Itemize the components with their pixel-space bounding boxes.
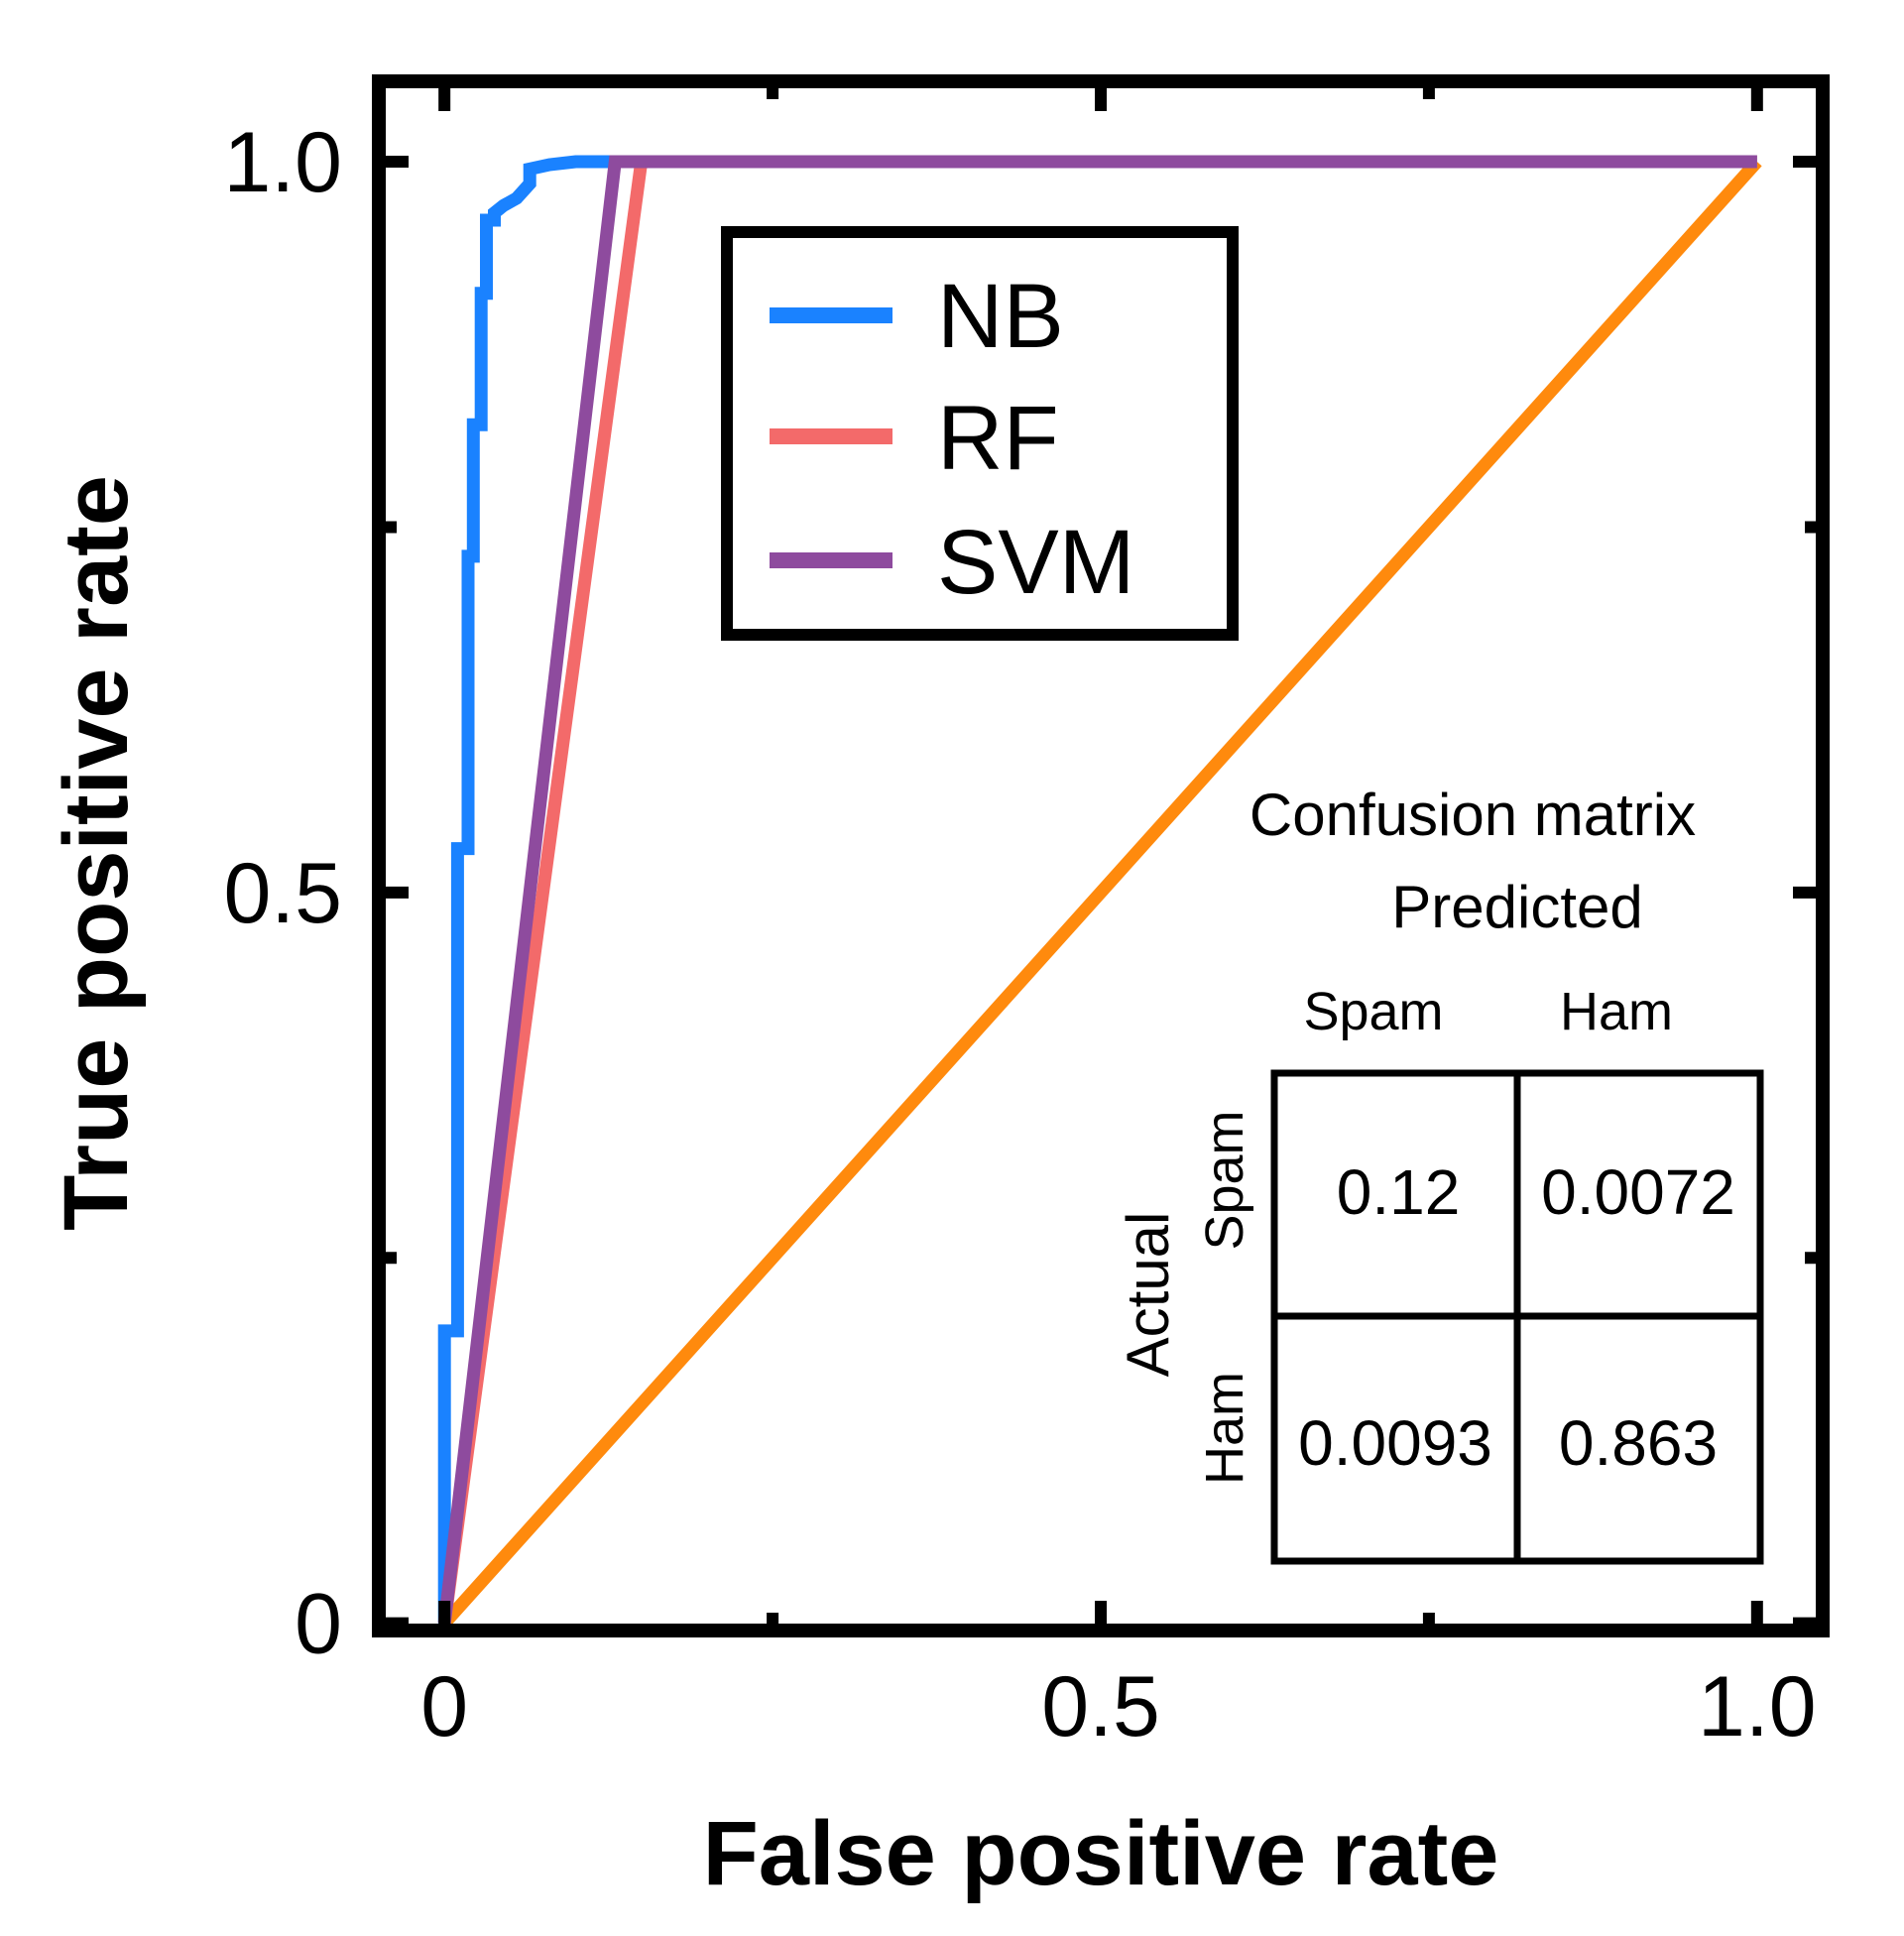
confusion-matrix-cell-ham-ham: 0.863 (1559, 1407, 1718, 1479)
y-axis-title: True positive rate (46, 475, 147, 1231)
plot-frame (372, 74, 1830, 1637)
legend-label-nb: NB (937, 266, 1064, 367)
series-line-svm (437, 155, 1757, 1625)
y-tick-label: 0.5 (223, 846, 342, 941)
x-tick-label: 1.0 (1698, 1659, 1817, 1754)
legend-label-svm: SVM (937, 512, 1134, 613)
confusion-matrix: Confusion matrix Predicted Spam Ham Actu… (1115, 782, 1764, 1565)
confusion-matrix-actual-label: Actual (1115, 1212, 1181, 1378)
confusion-matrix-cell-ham-spam: 0.0093 (1298, 1407, 1492, 1479)
tick-label-layer: 0 0.5 1.0 0 0.5 1.0 (223, 115, 1816, 1754)
confusion-matrix-row-label-spam: Spam (1195, 1110, 1254, 1250)
y-tick-label: 0 (295, 1577, 342, 1672)
series-layer (437, 155, 1762, 1628)
confusion-matrix-title: Confusion matrix (1250, 782, 1696, 848)
confusion-matrix-predicted-label: Predicted (1391, 874, 1642, 940)
series-line-diagonal (439, 157, 1762, 1628)
confusion-matrix-row-label-ham: Ham (1195, 1372, 1254, 1485)
confusion-matrix-cell-spam-ham: 0.0072 (1541, 1156, 1735, 1228)
y-tick-label: 1.0 (223, 115, 342, 210)
confusion-matrix-col-label-spam: Spam (1303, 982, 1443, 1041)
legend: NB RF SVM (721, 226, 1239, 641)
series-line-nb (437, 155, 1757, 1624)
x-tick-label: 0 (420, 1659, 468, 1754)
x-axis-title: False positive rate (703, 1803, 1499, 1904)
x-tick-label: 0.5 (1041, 1659, 1160, 1754)
confusion-matrix-cell-spam-spam: 0.12 (1337, 1156, 1461, 1228)
confusion-matrix-col-label-ham: Ham (1560, 982, 1673, 1041)
legend-label-rf: RF (937, 388, 1059, 489)
